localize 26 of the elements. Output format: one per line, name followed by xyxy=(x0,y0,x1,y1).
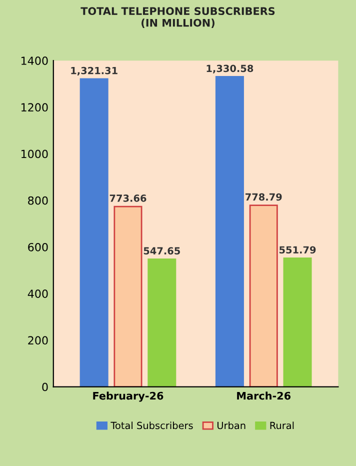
bar xyxy=(80,78,108,387)
chart-title: TOTAL TELEPHONE SUBSCRIBERS (IN MILLION) xyxy=(80,7,275,28)
data-label: 1,330.58 xyxy=(206,64,254,74)
y-tick-label: 1200 xyxy=(21,103,48,112)
legend-label: Urban xyxy=(217,422,246,430)
bar xyxy=(249,204,278,387)
legend-label: Rural xyxy=(270,422,294,430)
y-tick-label: 1400 xyxy=(21,56,48,65)
x-tick-label: March-26 xyxy=(237,392,291,400)
y-tick-label: 200 xyxy=(28,336,48,345)
y-tick-label: 800 xyxy=(28,196,48,205)
bar xyxy=(148,258,176,387)
y-tick-label: 1000 xyxy=(21,150,48,158)
y-tick-label: 400 xyxy=(28,290,48,298)
data-label: 547.65 xyxy=(144,247,180,255)
bar xyxy=(215,76,244,387)
data-label: 551.79 xyxy=(280,246,316,254)
y-tick-label: 600 xyxy=(28,242,48,252)
x-tick-label: February-26 xyxy=(93,392,164,402)
y-tick-label: 0 xyxy=(42,382,48,392)
legend-label: Total Subscribers xyxy=(110,422,193,430)
bar xyxy=(114,206,142,387)
data-label: 773.66 xyxy=(110,194,146,202)
data-label: 1,321.31 xyxy=(71,66,118,76)
data-label: 778.79 xyxy=(246,193,282,201)
bar xyxy=(283,258,312,387)
